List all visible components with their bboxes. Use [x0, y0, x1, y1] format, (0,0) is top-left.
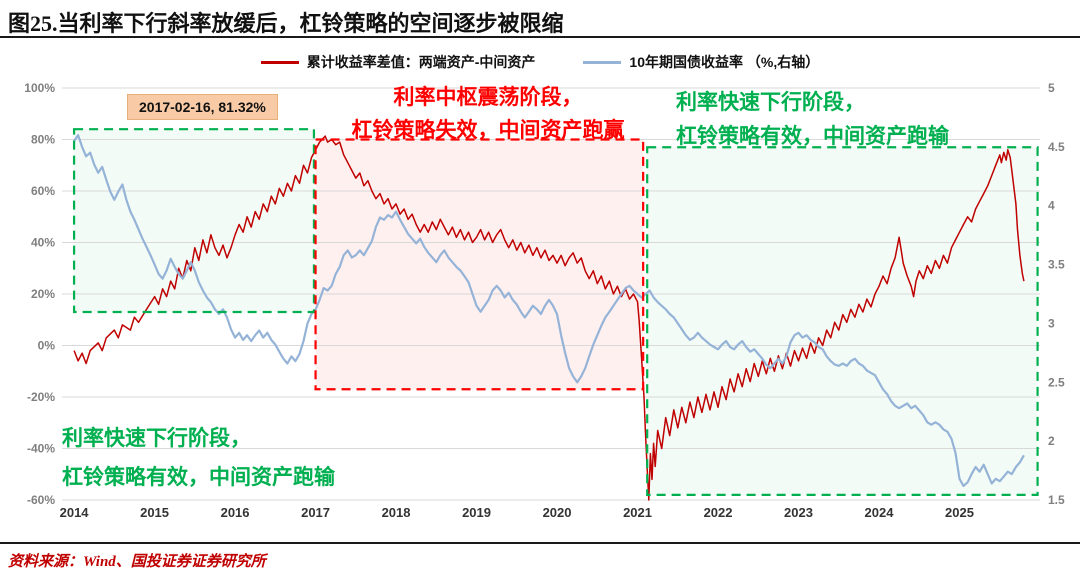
region-fill-red-box-middle — [315, 139, 644, 390]
legend-item-1: 10年期国债收益率 （%,右轴） — [583, 52, 819, 72]
footer-source: 资料来源：Wind、国投证券证券研究所 — [8, 554, 266, 570]
right-axis-tick: 3.5 — [1048, 258, 1065, 272]
left-axis-tick: -20% — [27, 390, 55, 404]
right-axis-tick: 2.5 — [1048, 375, 1065, 389]
red-note: 利率中枢震荡阶段， 杠铃策略失效，中间资产跑赢 — [320, 82, 656, 147]
left-axis-tick: 100% — [24, 81, 55, 95]
green-note-left-line2: 杠铃策略有效，中间资产跑输 — [62, 465, 335, 489]
x-axis-tick: 2024 — [865, 505, 895, 520]
right-axis-tick: 2 — [1048, 434, 1055, 448]
chart-legend: 累计收益率差值：两端资产-中间资产 10年期国债收益率 （%,右轴） — [0, 52, 1080, 72]
right-axis-tick: 5 — [1048, 81, 1055, 95]
footer-divider — [0, 542, 1080, 544]
green-note-right-line1: 利率快速下行阶段， — [676, 91, 865, 114]
red-note-line2: 杠铃策略失效，中间资产跑赢 — [351, 118, 625, 142]
peak-callout: 2017-02-16, 81.32% — [127, 94, 278, 120]
peak-callout-label: 2017-02-16, 81.32% — [139, 99, 266, 115]
green-note-left-line1: 利率快速下行阶段， — [62, 427, 251, 450]
x-axis-tick: 2019 — [462, 505, 491, 520]
x-axis-tick: 2025 — [945, 505, 974, 520]
green-note-right-line2: 杠铃策略有效，中间资产跑输 — [676, 124, 949, 148]
x-axis-tick: 2022 — [704, 505, 733, 520]
region-fill-green-box-left — [74, 129, 314, 313]
x-axis-tick: 2021 — [623, 505, 652, 520]
left-axis-tick: 60% — [31, 184, 55, 198]
left-axis-tick: -60% — [27, 493, 55, 507]
region-border-red-box-middle — [314, 138, 645, 391]
x-axis-tick: 2018 — [382, 505, 411, 520]
green-note-left: 利率快速下行阶段， 杠铃策略有效，中间资产跑输 — [62, 420, 422, 498]
series-line-0 — [73, 135, 1025, 501]
left-axis-tick: -40% — [27, 442, 55, 456]
left-axis-tick: 40% — [31, 236, 55, 250]
x-axis-tick: 2020 — [543, 505, 572, 520]
legend-label: 10年期国债收益率 （%,右轴） — [629, 54, 820, 70]
title-divider — [0, 36, 1080, 38]
x-axis-tick: 2016 — [221, 505, 250, 520]
x-axis-tick: 2023 — [784, 505, 813, 520]
green-note-right: 利率快速下行阶段， 杠铃策略有效，中间资产跑输 — [676, 86, 1016, 153]
x-axis-tick: 2017 — [301, 505, 330, 520]
left-axis-tick: 20% — [31, 287, 55, 301]
page-title: 图25.当利率下行斜率放缓后，杠铃策略的空间逐步被限缩 — [8, 11, 564, 36]
region-border-green-box-left — [72, 128, 316, 314]
legend-item-0: 累计收益率差值：两端资产-中间资产 — [260, 52, 536, 72]
x-axis-tick: 2015 — [140, 505, 169, 520]
left-axis-tick: 80% — [31, 133, 55, 147]
right-axis-tick: 1.5 — [1048, 493, 1065, 507]
region-border-green-box-right — [646, 146, 1039, 496]
legend-line-swatch — [260, 60, 299, 64]
region-fill-green-box-right — [647, 147, 1038, 495]
right-axis-tick: 4.5 — [1048, 140, 1065, 154]
right-axis-tick: 4 — [1048, 199, 1055, 213]
left-axis-tick: 0% — [38, 339, 56, 353]
legend-label: 累计收益率差值：两端资产-中间资产 — [306, 54, 536, 70]
series-line-1 — [73, 134, 1025, 487]
x-axis-tick: 2014 — [60, 505, 90, 520]
red-note-line1: 利率中枢震荡阶段， — [393, 86, 583, 109]
legend-line-swatch — [583, 60, 622, 64]
right-axis-tick: 3 — [1048, 316, 1055, 330]
